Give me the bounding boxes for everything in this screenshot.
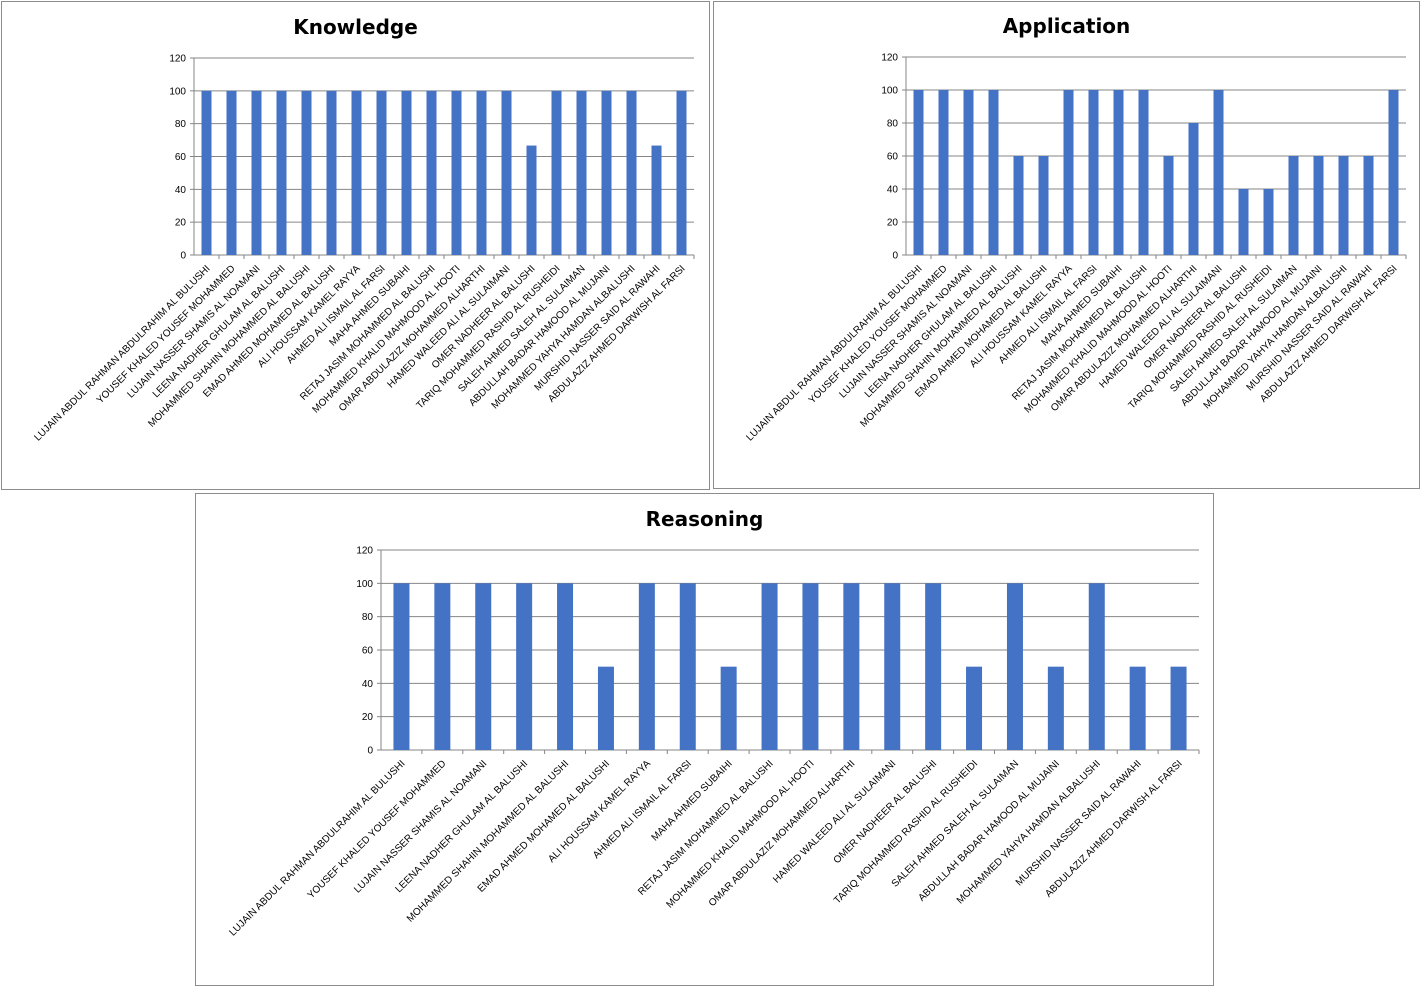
y-tick-label: 120 (169, 54, 186, 65)
bar (426, 90, 437, 255)
bar (1129, 666, 1146, 750)
bar (1006, 583, 1023, 750)
y-tick-label: 100 (881, 86, 898, 97)
bar (1088, 90, 1099, 255)
x-tick-label: TARIQ MOHAMMED RASHID AL RUSHEIDI (832, 758, 980, 906)
bar (201, 90, 212, 255)
bar (1338, 156, 1349, 255)
bar (925, 583, 942, 750)
bar (963, 90, 974, 255)
reasoning-chart: Reasoning 0 20 40 60 80 100 120 LUJAIN ABDUL RA… (195, 493, 1214, 986)
y-tick-label: 40 (362, 679, 374, 690)
y-tick-label: 100 (169, 86, 186, 97)
y-tick-label: 60 (887, 152, 899, 163)
bar (1170, 666, 1187, 750)
bar (1047, 666, 1064, 750)
y-tick-label: 80 (887, 119, 899, 130)
application-plot: 0 20 40 60 80 100 120 LUJAIN ABDUL RAHMAN ABDUL… (744, 53, 1407, 444)
y-tick-label: 100 (356, 579, 373, 590)
bar (884, 583, 901, 750)
knowledge-plot: 0 20 40 60 80 100 120 LUJAIN ABDUL RAHMAN ABDUL… (32, 54, 695, 444)
bar (651, 145, 662, 255)
chart-title: Knowledge (293, 15, 418, 39)
bar (761, 583, 778, 750)
bar (676, 90, 687, 255)
bar (401, 90, 412, 255)
bar (1313, 156, 1324, 255)
bar (966, 666, 983, 750)
bar (1113, 90, 1124, 255)
reasoning-plot: 0 20 40 60 80 100 120 LUJAIN ABDUL RAHMAN ABDUL… (227, 546, 1200, 939)
bar (475, 583, 492, 750)
bar (476, 90, 487, 255)
chart-title: Reasoning (645, 507, 764, 531)
bar (1163, 156, 1174, 255)
bar (376, 90, 387, 255)
y-tick-label: 0 (367, 746, 373, 757)
y-tick-label: 20 (887, 218, 899, 229)
bar (1138, 90, 1149, 255)
bar (1363, 156, 1374, 255)
y-tick-label: 40 (175, 185, 187, 196)
bar (1038, 156, 1049, 255)
bar (1188, 123, 1199, 255)
bar (1013, 156, 1024, 255)
bar (913, 90, 924, 255)
bar (1063, 90, 1074, 255)
y-tick-label: 60 (175, 152, 187, 163)
bar (601, 90, 612, 255)
y-tick-label: 40 (887, 185, 899, 196)
bar (526, 145, 537, 255)
x-tick-label: LUJAIN ABDUL RAHMAN ABDULRAHIM AL BULUSH… (227, 758, 407, 938)
bar (551, 90, 562, 255)
bar (251, 90, 262, 255)
x-tick-label: LUJAIN ABDUL RAHMAN ABDULRAHIM AL BULUSH… (744, 263, 924, 443)
bar (226, 90, 237, 255)
bar (1263, 189, 1274, 255)
x-tick-label: MAHA AHMED SUBAIHI (650, 758, 735, 843)
knowledge-chart: Knowledge 0 20 40 60 80 100 120 LUJAIN ABDUL RA… (1, 1, 710, 490)
bar (301, 90, 312, 255)
bar (638, 583, 655, 750)
y-tick-label: 0 (892, 251, 898, 262)
bar (1088, 583, 1105, 750)
y-tick-label: 80 (362, 612, 374, 623)
y-tick-label: 80 (175, 119, 187, 130)
y-tick-label: 60 (362, 646, 374, 657)
bar (393, 583, 410, 750)
x-tick-label: ABDULLAH BADAR HAMOOD AL MUJAINI (917, 758, 1062, 903)
bar (988, 90, 999, 255)
x-tick-label: MOHAMMED YAHYA HAMDAN ALBALUSHI (955, 758, 1103, 906)
bar (501, 90, 512, 255)
bar (276, 90, 287, 255)
x-tick-label: OMAR ABDULAZIZ MOHAMMED ALHARTHI (707, 758, 858, 909)
y-tick-label: 120 (356, 546, 373, 557)
bar (351, 90, 362, 255)
bar (938, 90, 949, 255)
bar (576, 90, 587, 255)
application-chart: Application 0 20 40 60 80 100 120 LUJAIN ABDUL … (713, 1, 1420, 489)
bar (1288, 156, 1299, 255)
bar (434, 583, 451, 750)
bar (1213, 90, 1224, 255)
bar (802, 583, 819, 750)
bar (557, 583, 574, 750)
bar (451, 90, 462, 255)
bar (516, 583, 533, 750)
bar (843, 583, 860, 750)
bar (720, 666, 737, 750)
y-tick-label: 120 (881, 53, 898, 64)
bar (679, 583, 696, 750)
bar (326, 90, 337, 255)
bar (1388, 90, 1399, 255)
bar (597, 666, 614, 750)
y-tick-label: 20 (175, 218, 187, 229)
chart-title: Application (1002, 14, 1131, 38)
x-tick-label: MOHAMMED KHALID MAHMOOD AL HOOTI (664, 758, 816, 910)
bar (1238, 189, 1249, 255)
x-tick-label: LUJAIN ABDUL RAHMAN ABDULRAHIM AL BULUSH… (32, 263, 212, 443)
y-tick-label: 20 (362, 712, 374, 723)
y-tick-label: 0 (180, 251, 186, 262)
bar (626, 90, 637, 255)
